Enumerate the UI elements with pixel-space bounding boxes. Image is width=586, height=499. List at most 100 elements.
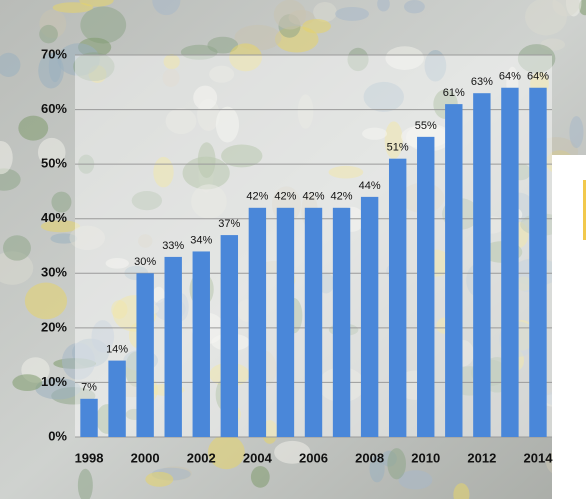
value-label: 33% xyxy=(162,240,184,252)
texture-blob xyxy=(377,0,390,12)
texture-blob xyxy=(363,81,404,112)
x-tick-label: 1998 xyxy=(75,450,104,465)
texture-blob xyxy=(569,116,584,149)
y-tick-label: 40% xyxy=(41,210,67,225)
value-label: 42% xyxy=(331,191,353,203)
texture-blob xyxy=(297,94,314,129)
texture-blob xyxy=(191,184,227,219)
x-tick-label: 2006 xyxy=(299,450,328,465)
bar xyxy=(388,158,407,437)
value-label: 64% xyxy=(527,71,549,83)
value-label: 42% xyxy=(274,191,296,203)
texture-blob xyxy=(209,65,235,83)
texture-blob xyxy=(61,342,96,380)
texture-blob xyxy=(385,46,424,70)
texture-blob xyxy=(398,470,433,490)
bar xyxy=(136,273,154,437)
texture-blob xyxy=(387,448,406,480)
texture-blob xyxy=(0,168,21,191)
texture-blob xyxy=(273,0,307,30)
texture-blob xyxy=(162,68,180,88)
texture-blob xyxy=(77,468,93,499)
x-tick-label: 2014 xyxy=(524,450,554,465)
texture-blob xyxy=(517,44,556,73)
texture-blob xyxy=(73,52,115,82)
bar xyxy=(529,87,547,437)
texture-blob xyxy=(138,234,153,248)
bar xyxy=(276,207,295,437)
texture-blob xyxy=(0,52,21,77)
texture-blob xyxy=(69,225,106,251)
value-label: 61% xyxy=(443,87,465,99)
side-marker xyxy=(583,180,586,240)
value-label: 7% xyxy=(81,382,97,394)
texture-blob xyxy=(80,6,127,44)
texture-blob xyxy=(207,434,245,470)
bar xyxy=(332,207,351,437)
texture-blob xyxy=(0,251,34,285)
texture-blob xyxy=(335,6,370,21)
value-label: 64% xyxy=(499,71,521,83)
bar xyxy=(360,196,379,437)
texture-blob xyxy=(404,0,425,14)
texture-blob xyxy=(362,127,388,140)
texture-blob xyxy=(131,190,163,211)
texture-blob xyxy=(328,165,364,179)
y-tick-label: 30% xyxy=(41,265,67,280)
texture-blob xyxy=(424,50,447,82)
bar xyxy=(80,398,98,437)
x-tick-label: 2004 xyxy=(243,450,273,465)
texture-blob xyxy=(250,466,270,488)
value-label: 14% xyxy=(106,344,128,356)
texture-blob xyxy=(145,471,174,487)
texture-blob xyxy=(0,140,13,175)
texture-blob xyxy=(369,454,385,483)
texture-blob xyxy=(163,54,180,70)
texture-blob xyxy=(302,19,331,34)
texture-blob xyxy=(152,0,181,16)
texture-blob xyxy=(18,115,49,141)
texture-blob xyxy=(52,2,94,13)
texture-blob xyxy=(193,85,218,110)
bar xyxy=(108,360,126,437)
texture-blob xyxy=(39,24,58,44)
texture-blob xyxy=(313,2,337,23)
y-tick-label: 10% xyxy=(41,374,67,389)
y-tick-label: 0% xyxy=(48,428,67,443)
texture-blob xyxy=(51,191,72,213)
bar xyxy=(445,104,463,437)
texture-blob xyxy=(229,43,263,72)
value-label: 55% xyxy=(415,120,437,132)
texture-blob xyxy=(105,258,129,269)
side-panel xyxy=(552,155,586,499)
value-label: 42% xyxy=(302,191,324,203)
value-label: 34% xyxy=(190,234,212,246)
texture-blob xyxy=(37,137,66,167)
texture-blob xyxy=(2,235,31,261)
bar xyxy=(220,235,239,437)
bar xyxy=(164,256,182,437)
bar xyxy=(192,251,210,437)
texture-blob xyxy=(180,44,218,60)
texture-blob xyxy=(347,47,369,72)
y-tick-label: 70% xyxy=(41,46,67,61)
texture-blob xyxy=(453,483,470,499)
texture-blob xyxy=(12,374,43,392)
value-label: 37% xyxy=(218,218,240,230)
bar xyxy=(248,207,267,437)
y-tick-label: 50% xyxy=(41,156,67,171)
texture-blob xyxy=(111,300,128,319)
bar xyxy=(473,93,491,437)
value-label: 51% xyxy=(387,142,409,154)
texture-blob xyxy=(24,282,68,320)
texture-blob xyxy=(182,156,230,190)
texture-blob xyxy=(35,378,81,400)
x-tick-label: 2012 xyxy=(467,450,496,465)
texture-blob xyxy=(401,124,449,149)
texture-blob xyxy=(384,121,403,159)
texture-blob xyxy=(40,220,81,233)
y-tick-label: 60% xyxy=(41,101,67,116)
y-tick-label: 20% xyxy=(41,319,67,334)
value-label: 30% xyxy=(134,256,156,268)
